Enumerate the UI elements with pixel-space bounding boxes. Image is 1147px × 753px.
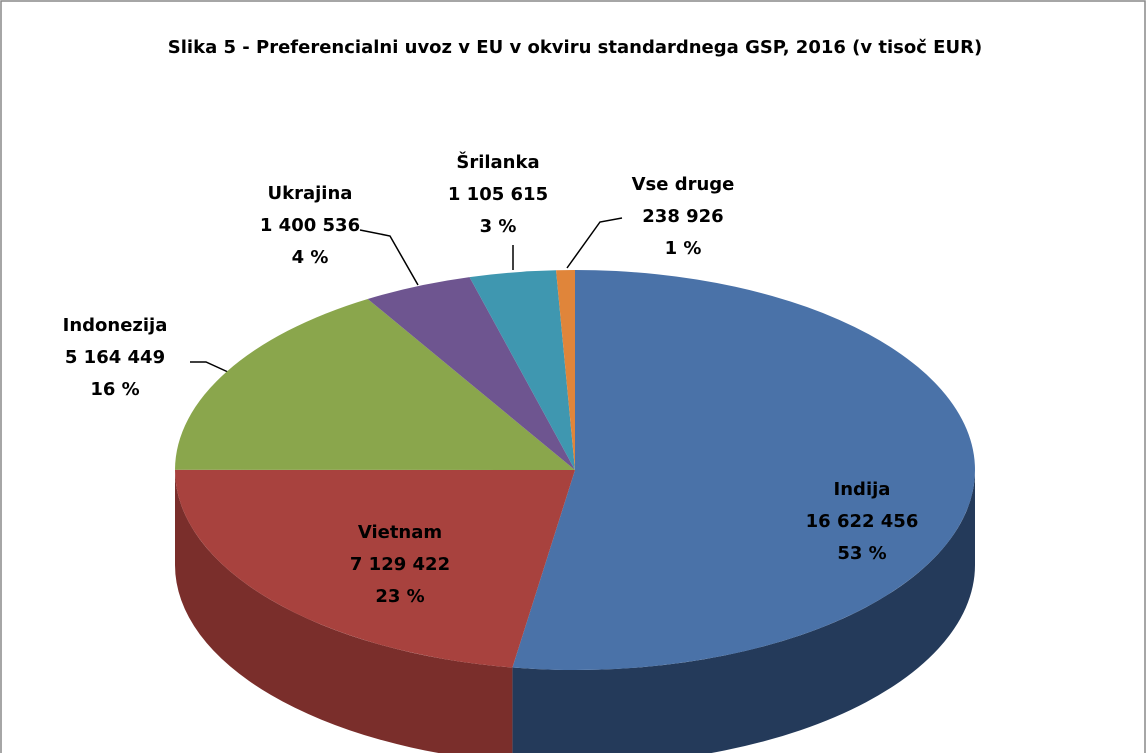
percent-label: 23 % [375, 586, 424, 607]
leader-lines [190, 217, 623, 373]
slice-side [512, 470, 975, 753]
percent-label: 1 % [665, 238, 702, 259]
leader-line [359, 229, 419, 286]
percent-label: 4 % [292, 247, 329, 268]
category-label: Vietnam [358, 522, 442, 543]
category-label: Indonezija [63, 315, 168, 336]
category-label: Vse druge [632, 174, 735, 195]
value-label: 5 164 449 [65, 347, 165, 368]
value-label: 238 926 [642, 206, 723, 227]
value-label: 1 400 536 [260, 215, 360, 236]
value-label: 7 129 422 [350, 554, 450, 575]
percent-label: 53 % [837, 543, 886, 564]
category-label: Ukrajina [268, 183, 353, 204]
slice [367, 277, 575, 470]
percent-label: 16 % [90, 379, 139, 400]
slice [175, 298, 575, 470]
slice [175, 469, 575, 668]
slice-side [175, 470, 513, 753]
category-label: Šrilanka [456, 151, 539, 173]
value-label: 16 622 456 [806, 511, 919, 532]
pie [175, 270, 976, 753]
chart-title: Slika 5 - Preferencialni uvoz v EU v okv… [168, 37, 982, 58]
slice [556, 270, 575, 470]
leader-line [566, 217, 623, 269]
slice [469, 270, 575, 470]
slice [512, 270, 976, 670]
value-label: 1 105 615 [448, 184, 548, 205]
percent-label: 3 % [480, 216, 517, 237]
category-label: Indija [834, 479, 891, 500]
leader-line [190, 361, 229, 373]
